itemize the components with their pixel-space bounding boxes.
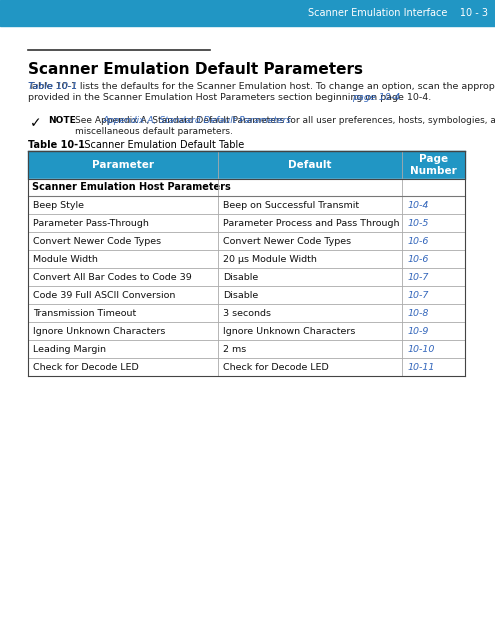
- Text: 2 ms: 2 ms: [223, 344, 247, 353]
- Text: 10-5: 10-5: [408, 218, 429, 227]
- Text: Beep on Successful Transmit: Beep on Successful Transmit: [223, 200, 359, 209]
- Text: Scanner Emulation Interface    10 - 3: Scanner Emulation Interface 10 - 3: [308, 8, 488, 18]
- Bar: [28, 286, 465, 304]
- Text: 10-11: 10-11: [408, 362, 435, 371]
- Text: Ignore Unknown Characters: Ignore Unknown Characters: [223, 326, 355, 335]
- Text: See Appendix A, Standard Default Parameters for all user preferences, hosts, sym: See Appendix A, Standard Default Paramet…: [75, 116, 495, 125]
- Bar: [28, 358, 465, 376]
- Bar: [28, 340, 465, 358]
- Text: Default: Default: [288, 160, 332, 170]
- Text: Leading Margin: Leading Margin: [33, 344, 106, 353]
- Text: Module Width: Module Width: [33, 255, 98, 264]
- Bar: [28, 151, 465, 179]
- Bar: [28, 196, 465, 214]
- Text: 10-9: 10-9: [408, 326, 429, 335]
- Text: Parameter Process and Pass Through: Parameter Process and Pass Through: [223, 218, 399, 227]
- Text: page 10-4: page 10-4: [352, 93, 400, 102]
- Text: Convert Newer Code Types: Convert Newer Code Types: [223, 237, 351, 246]
- Bar: [28, 304, 465, 322]
- Bar: [0, 0, 495, 26]
- Text: Convert Newer Code Types: Convert Newer Code Types: [33, 237, 161, 246]
- Bar: [28, 268, 465, 286]
- Text: Transmission Timeout: Transmission Timeout: [33, 308, 136, 317]
- Text: Convert All Bar Codes to Code 39: Convert All Bar Codes to Code 39: [33, 273, 192, 282]
- Text: miscellaneous default parameters.: miscellaneous default parameters.: [75, 127, 233, 136]
- Text: Scanner Emulation Default Parameters: Scanner Emulation Default Parameters: [28, 62, 363, 77]
- Text: Beep Style: Beep Style: [33, 200, 84, 209]
- Text: 10-7: 10-7: [408, 273, 429, 282]
- Text: 10-10: 10-10: [408, 344, 435, 353]
- Text: 10-7: 10-7: [408, 291, 429, 300]
- Text: 10-6: 10-6: [408, 255, 429, 264]
- Text: Appendix A, Standard Default Parameters: Appendix A, Standard Default Parameters: [102, 116, 291, 125]
- Text: provided in the Scanner Emulation Host Parameters section beginning on page 10-4: provided in the Scanner Emulation Host P…: [28, 93, 431, 102]
- Text: ✓: ✓: [30, 116, 42, 130]
- Text: Check for Decode LED: Check for Decode LED: [223, 362, 329, 371]
- Text: 10-8: 10-8: [408, 308, 429, 317]
- Text: Parameter Pass-Through: Parameter Pass-Through: [33, 218, 149, 227]
- Text: 3 seconds: 3 seconds: [223, 308, 271, 317]
- Text: 10-6: 10-6: [408, 237, 429, 246]
- Text: Ignore Unknown Characters: Ignore Unknown Characters: [33, 326, 165, 335]
- Text: Disable: Disable: [223, 291, 258, 300]
- Text: Parameter: Parameter: [92, 160, 154, 170]
- Bar: [28, 232, 465, 250]
- Text: Disable: Disable: [223, 273, 258, 282]
- Bar: [28, 250, 465, 268]
- Text: Table 10-1: Table 10-1: [28, 82, 78, 91]
- Text: Table 10-1: Table 10-1: [28, 140, 85, 150]
- Text: Check for Decode LED: Check for Decode LED: [33, 362, 139, 371]
- Text: Table 10-1 lists the defaults for the Scanner Emulation host. To change an optio: Table 10-1 lists the defaults for the Sc…: [28, 82, 495, 91]
- Text: Code 39 Full ASCII Conversion: Code 39 Full ASCII Conversion: [33, 291, 175, 300]
- Text: Page
Number: Page Number: [410, 154, 457, 176]
- Text: 20 µs Module Width: 20 µs Module Width: [223, 255, 317, 264]
- Text: Scanner Emulation Host Parameters: Scanner Emulation Host Parameters: [32, 182, 231, 193]
- Text: NOTE: NOTE: [48, 116, 76, 125]
- Bar: [28, 322, 465, 340]
- Bar: [28, 214, 465, 232]
- Text: Scanner Emulation Default Table: Scanner Emulation Default Table: [75, 140, 244, 150]
- Text: 10-4: 10-4: [408, 200, 429, 209]
- Bar: [28, 179, 465, 196]
